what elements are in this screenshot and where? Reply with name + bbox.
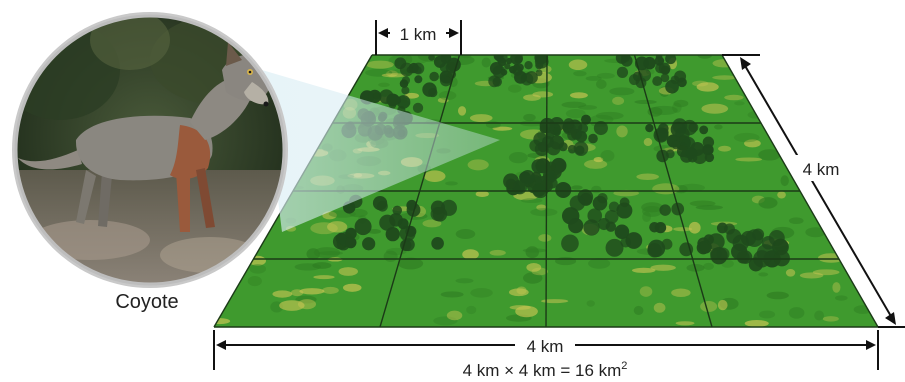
top-width-label: 1 km	[400, 25, 437, 44]
coyote-figure	[18, 40, 273, 232]
side-length-dimension	[722, 54, 905, 328]
side-length-label: 4 km	[803, 160, 840, 179]
area-formula: 4 km × 4 km = 16 km2	[463, 360, 628, 380]
coyote-photo	[12, 12, 288, 288]
zoom-cone	[262, 70, 500, 232]
field-texture	[214, 55, 872, 327]
bottom-length-label: 4 km	[527, 337, 564, 356]
coyote-label: Coyote	[115, 291, 178, 313]
area-formula-exponent: 2	[621, 360, 627, 372]
area-formula-base: 4 km × 4 km = 16 km	[463, 361, 622, 380]
forest-patches	[332, 55, 790, 272]
